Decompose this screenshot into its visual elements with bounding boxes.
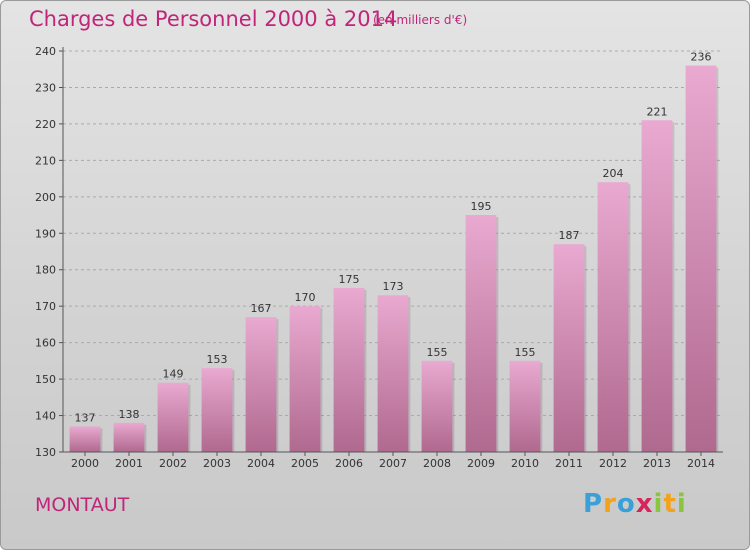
bar [113,422,145,452]
axes: 130 140 150 160 170 180 190 200 210 220 230 240 2000… [35,45,723,470]
bar [553,244,585,452]
x-tick-label: 2010 [511,457,539,470]
y-tick-label: 240 [35,45,56,58]
data-label: 137 [75,411,96,424]
y-tick-label: 140 [35,410,56,423]
x-tick-label: 2007 [379,457,407,470]
y-tick-label: 230 [35,81,56,94]
data-label: 173 [383,280,404,293]
bar [509,360,541,452]
logo-letter: o [616,489,636,519]
x-tick-label: 2012 [599,457,627,470]
logo-letter: r [603,489,617,519]
data-label: 155 [427,346,448,359]
bar [597,182,629,452]
data-label: 236 [691,51,712,64]
data-label: 195 [471,200,492,213]
data-label: 167 [251,302,272,315]
data-label: 170 [295,291,316,304]
bar [289,306,321,452]
x-tick-label: 2013 [643,457,671,470]
logo-letter: i [676,489,687,519]
x-tick-label: 2006 [335,457,363,470]
x-tick-label: 2009 [467,457,495,470]
bar [69,426,101,452]
bar [201,368,233,452]
y-tick-label: 130 [35,446,56,459]
data-label: 175 [339,273,360,286]
x-tick-label: 2014 [687,457,715,470]
bar [421,360,453,452]
y-tick-label: 200 [35,191,56,204]
x-tick-label: 2008 [423,457,451,470]
bar [465,215,497,452]
y-tick-label: 210 [35,154,56,167]
bar [333,287,365,452]
y-tick-label: 170 [35,300,56,313]
bars: 137 138 149 153 167 170 175 173 155 195 155 187 204 2… [69,51,719,452]
y-tick-label: 160 [35,337,56,350]
x-tick-label: 2004 [247,457,275,470]
chart-subtitle: (en milliers d'€) [373,13,468,27]
x-tick-label: 2005 [291,457,319,470]
x-tick-label: 2001 [115,457,143,470]
commune-name: MONTAUT [35,494,130,516]
data-label: 204 [603,167,624,180]
data-label: 155 [515,346,536,359]
logo-letter: i [653,489,664,519]
x-tick-label: 2011 [555,457,583,470]
data-label: 153 [207,353,228,366]
data-label: 187 [559,229,580,242]
y-tick-label: 220 [35,118,56,131]
x-tick-label: 2003 [203,457,231,470]
logo-letter: t [663,489,677,519]
proxiti-logo: Proxiti [583,489,687,519]
logo-letter: x [635,489,654,519]
x-tick-label: 2002 [159,457,187,470]
y-tick-label: 190 [35,227,56,240]
data-label: 221 [647,105,668,118]
bar [157,382,189,452]
bar [377,295,409,452]
x-tick-label: 2000 [71,457,99,470]
y-tick-label: 150 [35,373,56,386]
data-label: 138 [119,408,140,421]
bar [245,317,277,452]
y-tick-label: 180 [35,264,56,277]
bar [641,120,673,452]
chart-title: Charges de Personnel 2000 à 2014 [29,7,398,31]
data-label: 149 [163,368,184,381]
bar [685,65,717,452]
logo-letter: P [583,489,604,519]
